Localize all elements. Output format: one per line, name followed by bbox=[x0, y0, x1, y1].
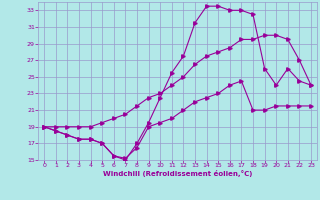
X-axis label: Windchill (Refroidissement éolien,°C): Windchill (Refroidissement éolien,°C) bbox=[103, 170, 252, 177]
